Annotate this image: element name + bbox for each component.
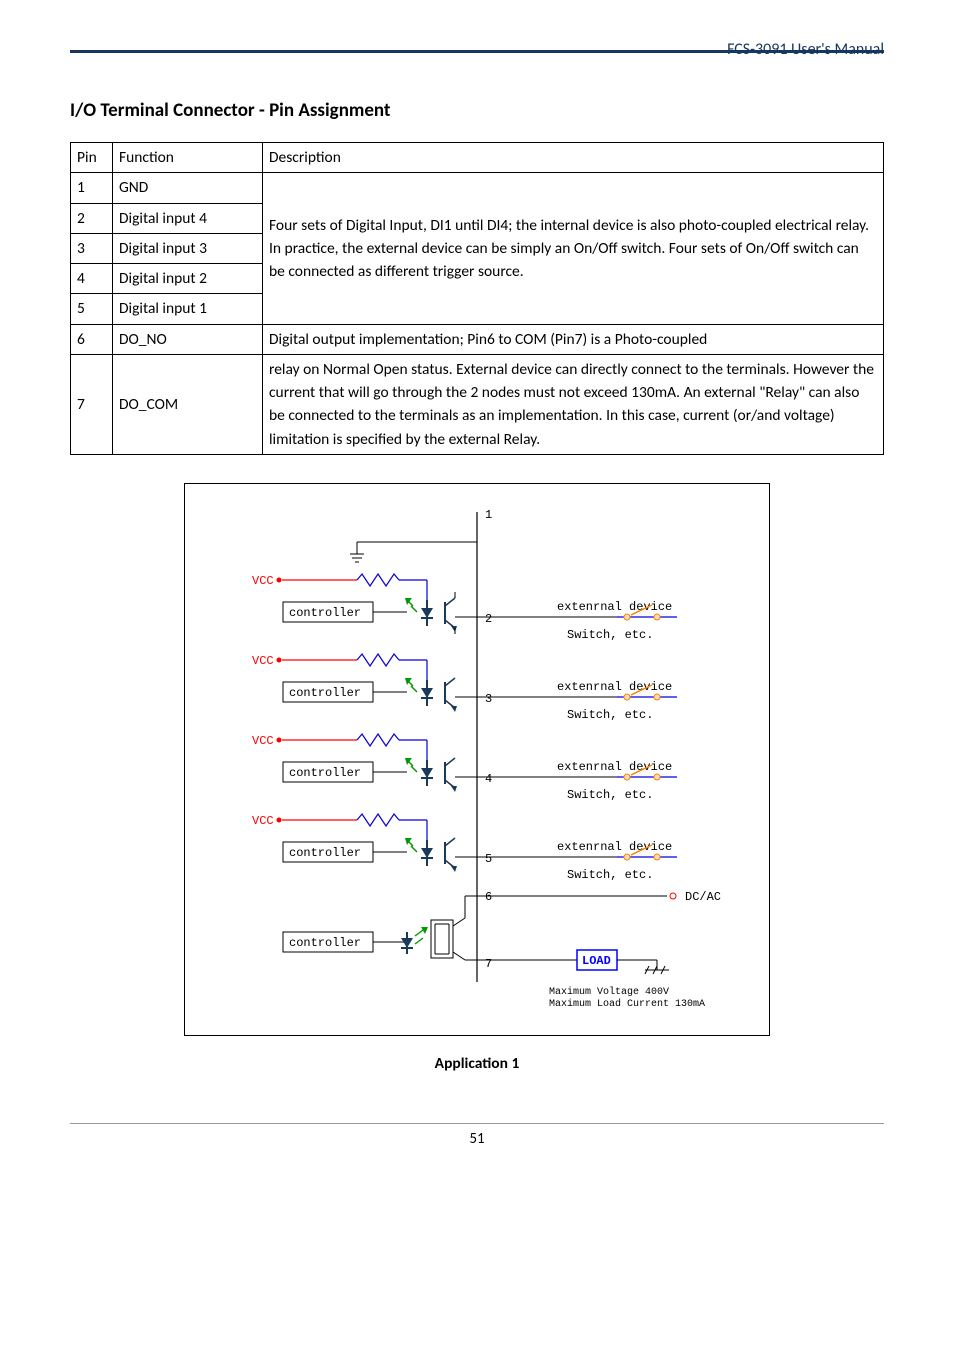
ext-device-label: extenrnal device	[557, 600, 672, 614]
header-rule	[70, 50, 884, 53]
table-cell-pin: 4	[71, 264, 113, 294]
table-cell-pin: 7	[71, 354, 113, 454]
vcc-label: VCC	[252, 574, 274, 588]
output-block-6-7: 6 7 controller	[283, 890, 721, 1010]
table-cell-func: Digital input 4	[113, 203, 263, 233]
switch-label: Switch, etc.	[567, 868, 653, 882]
switch-label: Switch, etc.	[567, 708, 653, 722]
table-header-function: Function	[113, 143, 263, 173]
pin-label: 1	[485, 508, 492, 522]
table-cell-func: DO_COM	[113, 354, 263, 454]
section-title: I/O Terminal Connector - Pin Assignment	[70, 99, 884, 122]
table-cell-func: Digital input 2	[113, 264, 263, 294]
table-cell-desc-6: Digital output implementation; Pin6 to C…	[263, 324, 884, 354]
switch-label: Switch, etc.	[567, 628, 653, 642]
ext-device-label: extenrnal device	[557, 760, 672, 774]
table-cell-pin: 3	[71, 233, 113, 263]
vcc-label: VCC	[252, 734, 274, 748]
ext-device-label: extenrnal device	[557, 680, 672, 694]
controller-label: controller	[289, 606, 361, 620]
controller-label: controller	[289, 936, 361, 950]
footer-rule	[70, 1123, 884, 1124]
table-cell-pin: 2	[71, 203, 113, 233]
ext-device-label: extenrnal device	[557, 840, 672, 854]
table-header-description: Description	[263, 143, 884, 173]
max-current-label: Maximum Load Current 130mA	[549, 998, 705, 1010]
table-cell-func: Digital input 1	[113, 294, 263, 324]
input-block-2: 2 VCC controller	[252, 574, 677, 642]
controller-label: controller	[289, 686, 361, 700]
input-block-3: 3 VCC controller	[252, 654, 677, 722]
input-block-4: 4 VCC controller	[252, 734, 677, 802]
pin-label: 4	[485, 772, 492, 786]
pin-label: 2	[485, 612, 492, 626]
table-cell-desc-1-5: Four sets of Digital Input, DI1 until DI…	[263, 173, 884, 324]
controller-label: controller	[289, 766, 361, 780]
table-cell-pin: 1	[71, 173, 113, 203]
vcc-label: VCC	[252, 814, 274, 828]
controller-label: controller	[289, 846, 361, 860]
table-cell-pin: 5	[71, 294, 113, 324]
switch-label: Switch, etc.	[567, 788, 653, 802]
vcc-label: VCC	[252, 654, 274, 668]
pin-label: 7	[485, 957, 492, 971]
table-cell-desc-7: relay on Normal Open status. External de…	[263, 354, 884, 454]
pin-label: 5	[485, 852, 492, 866]
pin-label: 3	[485, 692, 492, 706]
table-cell-func: Digital input 3	[113, 233, 263, 263]
pin-assignment-table: Pin Function Description 1 GND Four sets…	[70, 142, 884, 455]
io-circuit-svg: 1 2 VCC	[207, 502, 747, 1022]
input-block-5: 5 VCC controller	[252, 814, 677, 882]
dcac-label: DC/AC	[685, 890, 721, 904]
load-label: LOAD	[582, 954, 611, 968]
table-cell-func: GND	[113, 173, 263, 203]
figure-caption: Application 1	[70, 1054, 884, 1073]
table-header-pin: Pin	[71, 143, 113, 173]
max-voltage-label: Maximum Voltage 400V	[549, 986, 669, 998]
page-number: 51	[469, 1130, 484, 1148]
io-circuit-diagram: 1 2 VCC	[184, 483, 770, 1036]
table-cell-func: DO_NO	[113, 324, 263, 354]
pin-label: 6	[485, 890, 492, 904]
table-cell-pin: 6	[71, 324, 113, 354]
